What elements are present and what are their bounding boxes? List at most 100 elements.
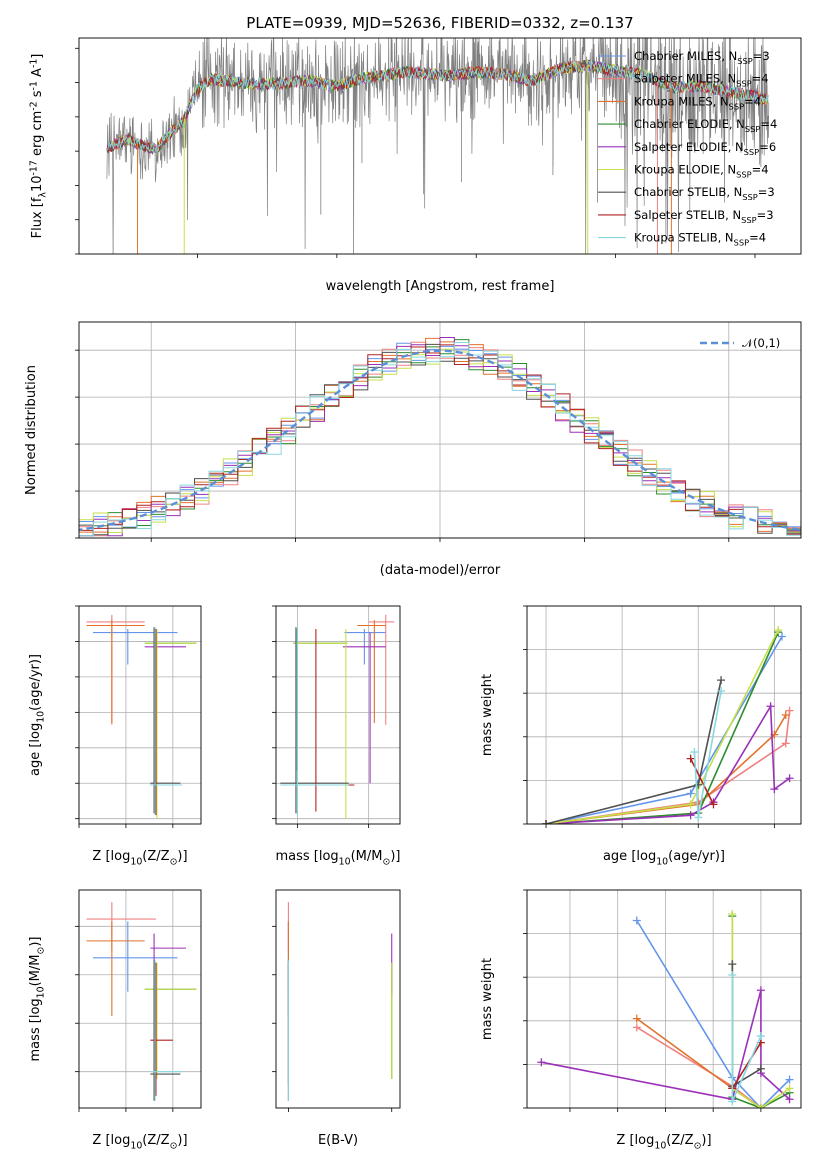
weight-series [542,632,786,824]
legend: Chabrier MILES, NSSP=3 Salpeter MILES, NS… [598,49,777,248]
error-cross [86,620,145,723]
axes-age_vs_mass: mass [log10(M/M⊙)] [272,605,401,868]
weight-marker [717,676,726,685]
weight-marker [766,702,775,711]
weight-marker [728,1097,737,1106]
weight-marker [781,739,790,748]
x-axis-label: wavelength [Angstrom, rest frame] [326,279,555,294]
weight-line [636,920,791,1108]
plot-area [542,625,794,824]
y-axis-label: mass weight [480,958,495,1040]
weight-marker [709,800,718,809]
weight-series [686,754,718,809]
weight-marker [686,789,695,798]
x-axis-label: Z [log10(Z/Z⊙)] [616,1133,711,1152]
error-cross [342,632,386,784]
error-cross [280,627,349,816]
weight-marker [686,754,695,763]
plot-area [537,909,794,1108]
plot-area [86,614,197,819]
error-cross [144,629,197,771]
weight-marker [756,1064,765,1073]
axes-frame [275,889,401,1109]
axes-mass_vs_Z: Z [log10(Z/Z⊙)] mass [log10(M/M⊙)] [28,889,202,1152]
plot-area [106,38,770,254]
legend-label: Chabrier STELIB, NSSP=3 [634,185,775,202]
legend-label: Kroupa ELODIE, NSSP=4 [634,163,769,180]
weight-series [542,711,790,824]
gridlines [527,889,801,1109]
error-cross [150,962,173,1096]
error-cross [144,629,197,819]
weight-line [731,1042,762,1089]
residual-histogram [79,342,801,537]
axes-frame [78,889,202,1109]
weight-line [545,703,791,824]
error-cross [144,962,197,1079]
axes-frame [526,605,802,825]
weight-marker [785,706,794,715]
weight-marker [785,1075,794,1084]
x-axis-label: mass [log10(M/M⊙)] [275,849,400,868]
plot-area [280,614,395,819]
error-cross [150,627,183,816]
legend-label: Chabrier ELODIE, NSSP=4 [634,117,777,134]
weight-marker [774,625,783,634]
axes-weight_vs_Z: Z [log10(Z/Z⊙)] mass weight [480,889,802,1152]
legend-label: Salpeter STELIB, NSSP=3 [634,208,774,225]
axes-spectrum: wavelength [Angstrom, rest frame] Flux [f… [28,14,802,294]
gaussian-curve [79,349,801,532]
plot-area [86,902,197,1101]
x-axis-label: Z [log10(Z/Z⊙)] [92,1133,187,1152]
axes-frame [78,321,802,539]
weight-line [545,636,783,824]
weight-line [545,631,779,824]
weight-series [542,676,726,824]
weight-series [542,702,794,824]
weight-marker [632,1014,641,1023]
y-axis-label: mass [log10(M/M⊙)] [28,936,47,1061]
weight-marker [537,1058,546,1067]
y-axis-label: Flux [fλ10-17 erg cm-2 s-1 A-1] [28,54,48,239]
axes-frame [78,605,202,825]
error-cross [144,632,186,784]
weight-marker [728,971,737,980]
y-axis-label: mass weight [480,674,495,756]
weight-series [542,706,794,824]
weight-marker [770,785,779,794]
x-axis-label: (data-model)/error [380,563,501,578]
plot-area [79,337,801,537]
weight-marker [785,1095,794,1104]
error-cross [293,629,348,819]
y-axis-label: age [log10(age/yr)] [28,654,47,776]
weight-marker [777,632,786,641]
error-cross [368,614,395,725]
weight-marker [728,909,737,918]
legend-label: Kroupa MILES, NSSP=4 [634,94,761,111]
axes-weight_vs_age: age [log10(age/yr)] mass weight [480,605,802,868]
weight-marker [690,748,699,757]
gridlines [78,605,201,824]
chart-title: PLATE=0939, MJD=52636, FIBERID=0332, z=0… [246,14,633,32]
weight-marker [632,916,641,925]
weight-marker [686,811,695,820]
weight-marker [542,820,551,824]
legend-label: Chabrier MILES, NSSP=3 [634,49,770,66]
weight-marker [781,711,790,719]
axes-frame [275,605,401,825]
legend-label: Salpeter ELODIE, NSSP=6 [634,140,776,157]
residual-histogram [79,344,801,535]
error-cross [86,614,145,725]
legend-label: 𝒩(0,1) [742,336,780,350]
axes-age_vs_Z: Z [log10(Z/Z⊙)] age [log10(age/yr)] [28,605,202,868]
weight-marker [785,1084,794,1093]
error-cross [93,629,178,665]
axes-residuals: (data-model)/error Normed distribution 𝒩(0… [24,321,802,578]
error-cross [93,921,178,992]
weight-series [728,971,765,1106]
weight-marker [756,1032,765,1041]
weight-marker [686,800,695,809]
legend-label: Salpeter MILES, NSSP=4 [634,72,769,89]
error-cross [293,629,348,771]
